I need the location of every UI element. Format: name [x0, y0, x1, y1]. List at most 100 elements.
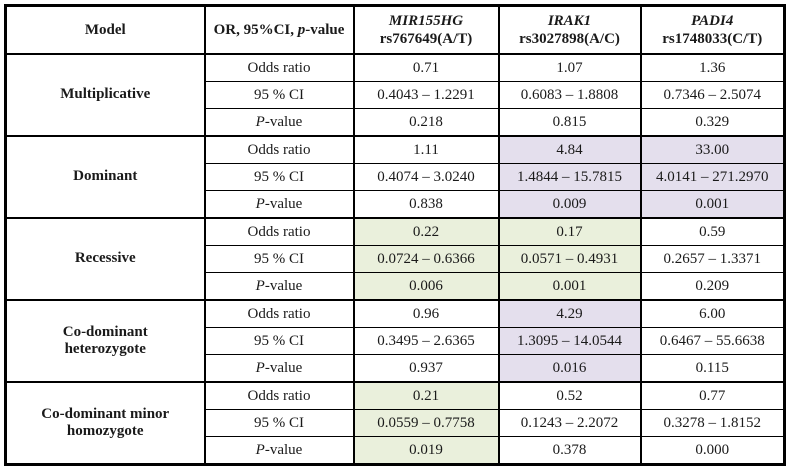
table-row: P-value 0.006 0.001 0.209	[6, 272, 786, 301]
snp-id: rs767649(A/T)	[379, 31, 473, 47]
model-cell-codominant-minor-homozygote: Co-dominant minor homozygote	[4, 381, 206, 465]
row-label-cell: Odds ratio	[203, 217, 355, 246]
row-label-cell: Odds ratio	[203, 135, 355, 164]
p-label-italic: P	[255, 113, 265, 130]
row-label-cell: Odds ratio	[203, 299, 355, 328]
row-label-cell: 95 % CI	[203, 327, 355, 355]
group-codominant-minor-homozygote: Co-dominant minor homozygote Odds ratio …	[4, 381, 786, 466]
stat-header-cell: OR, 95%CI, p-value	[203, 5, 355, 55]
p-label-rest: -value	[264, 195, 303, 212]
value-cell: 0.0724 – 0.6366	[352, 245, 500, 273]
row-label-cell: P-value	[203, 190, 355, 219]
gene-header-irak1: IRAK1 rs3027898(A/C)	[497, 5, 642, 55]
group-codominant-heterozygote: Co-dominant heterozygote Odds ratio 0.96…	[4, 299, 786, 383]
row-label-cell: Odds ratio	[203, 53, 355, 82]
value-cell: 0.3278 – 1.8152	[639, 409, 786, 437]
table-row: Multiplicative Odds ratio 0.71 1.07 1.36	[4, 53, 786, 137]
table-row: P-value 0.218 0.815 0.329	[6, 108, 786, 137]
value-cell: 0.0571 – 0.4931	[497, 245, 642, 273]
gene-name: IRAK1	[547, 13, 592, 29]
value-cell: 0.016	[497, 354, 642, 383]
value-cell: 0.4074 – 3.0240	[352, 163, 500, 191]
stat-header-p-italic: p	[297, 22, 306, 38]
group-recessive: Recessive Odds ratio 0.22 0.17 0.59 95 %…	[4, 217, 786, 301]
value-cell: 0.7346 – 2.5074	[639, 81, 786, 109]
value-cell: 0.009	[497, 190, 642, 219]
p-label-rest: -value	[264, 441, 303, 458]
row-label-cell: 95 % CI	[203, 81, 355, 109]
value-cell: 0.52	[497, 381, 642, 410]
value-cell: 1.11	[352, 135, 500, 164]
value-cell: 0.329	[639, 108, 786, 137]
value-cell: 0.115	[639, 354, 786, 383]
p-label-italic: P	[255, 359, 265, 376]
value-cell: 0.019	[352, 436, 500, 466]
value-cell: 0.0559 – 0.7758	[352, 409, 500, 437]
p-label-italic: P	[255, 277, 265, 294]
value-cell: 0.71	[352, 53, 500, 82]
value-cell: 0.1243 – 2.2072	[497, 409, 642, 437]
model-cell-recessive: Recessive	[4, 217, 206, 301]
value-cell: 33.00	[639, 135, 786, 164]
row-label-cell: P-value	[203, 108, 355, 137]
value-cell: 0.838	[352, 190, 500, 219]
model-cell-dominant: Dominant	[4, 135, 206, 219]
p-label-italic: P	[255, 195, 265, 212]
gene-header-mir155hg: MIR155HG rs767649(A/T)	[352, 5, 500, 55]
p-label-italic: P	[255, 441, 265, 458]
value-cell: 0.6083 – 1.8808	[497, 81, 642, 109]
value-cell: 0.000	[639, 436, 786, 466]
table-row: Co-dominant heterozygote Odds ratio 0.96…	[4, 299, 786, 383]
model-cell-codominant-heterozygote: Co-dominant heterozygote	[4, 299, 206, 383]
value-cell: 0.17	[497, 217, 642, 246]
table-row: P-value 0.937 0.016 0.115	[6, 354, 786, 383]
value-cell: 0.937	[352, 354, 500, 383]
gene-name: MIR155HG	[388, 13, 464, 29]
value-cell: 0.2657 – 1.3371	[639, 245, 786, 273]
row-label-cell: P-value	[203, 354, 355, 383]
value-cell: 1.36	[639, 53, 786, 82]
value-cell: 0.21	[352, 381, 500, 410]
value-cell: 4.0141 – 271.2970	[639, 163, 786, 191]
value-cell: 4.29	[497, 299, 642, 328]
table-row: Co-dominant minor homozygote Odds ratio …	[4, 381, 786, 465]
row-label-cell: P-value	[203, 272, 355, 301]
value-cell: 1.07	[497, 53, 642, 82]
value-cell: 0.4043 – 1.2291	[352, 81, 500, 109]
gene-header-padi4: PADI4 rs1748033(C/T)	[639, 5, 786, 55]
table-row: Dominant Odds ratio 1.11 4.84 33.00	[4, 135, 786, 219]
value-cell: 0.006	[352, 272, 500, 301]
model-cell-multiplicative: Multiplicative	[4, 53, 206, 137]
header-row: Model OR, 95%CI, p-value MIR155HG rs7676…	[4, 5, 786, 55]
group-multiplicative: Multiplicative Odds ratio 0.71 1.07 1.36…	[4, 53, 786, 137]
value-cell: 0.218	[352, 108, 500, 137]
p-label-rest: -value	[264, 359, 303, 376]
table-row: 95 % CI 0.0724 – 0.6366 0.0571 – 0.4931 …	[6, 245, 786, 273]
row-label-cell: Odds ratio	[203, 381, 355, 410]
value-cell: 0.6467 – 55.6638	[639, 327, 786, 355]
value-cell: 0.209	[639, 272, 786, 301]
value-cell: 0.77	[639, 381, 786, 410]
value-cell: 4.84	[497, 135, 642, 164]
odds-ratio-table: Model OR, 95%CI, p-value MIR155HG rs7676…	[4, 4, 786, 466]
snp-id: rs1748033(C/T)	[662, 31, 763, 47]
table-row: 95 % CI 0.3495 – 2.6365 1.3095 – 14.0544…	[6, 327, 786, 355]
value-cell: 1.3095 – 14.0544	[497, 327, 642, 355]
table-row: 95 % CI 0.4043 – 1.2291 0.6083 – 1.8808 …	[6, 81, 786, 109]
value-cell: 0.815	[497, 108, 642, 137]
group-dominant: Dominant Odds ratio 1.11 4.84 33.00 95 %…	[4, 135, 786, 219]
row-label-cell: 95 % CI	[203, 409, 355, 437]
row-label-cell: 95 % CI	[203, 245, 355, 273]
value-cell: 0.3495 – 2.6365	[352, 327, 500, 355]
stat-header-rest: -value	[305, 22, 345, 38]
snp-id: rs3027898(A/C)	[519, 31, 620, 47]
value-cell: 0.59	[639, 217, 786, 246]
value-cell: 0.001	[639, 190, 786, 219]
value-cell: 0.22	[352, 217, 500, 246]
value-cell: 0.378	[497, 436, 642, 466]
gene-name: PADI4	[691, 13, 734, 29]
table-row: P-value 0.838 0.009 0.001	[6, 190, 786, 219]
value-cell: 1.4844 – 15.7815	[497, 163, 642, 191]
stat-header-pre: OR, 95%CI,	[213, 22, 298, 38]
table-header: Model OR, 95%CI, p-value MIR155HG rs7676…	[4, 5, 786, 55]
